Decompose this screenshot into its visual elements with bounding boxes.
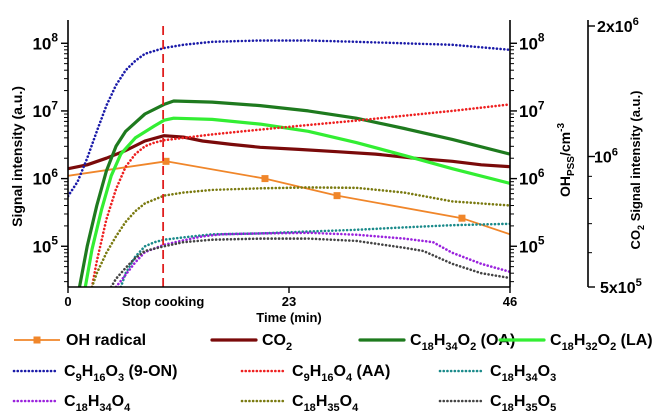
co2-tick-label: 106 [594, 146, 618, 166]
co2-tick-label: 2x106 [597, 16, 639, 36]
oh-axis-label: OHPSS/cm-3 [556, 123, 577, 197]
series-line-c9h16o4-aa [90, 103, 510, 287]
y-axis-label: Signal intensity (a.u.) [9, 86, 25, 227]
legend-entry-c18h34o4: C18H34O4 [12, 393, 131, 414]
series-line-c18h35o5 [109, 237, 510, 287]
x-tick-label: 0 [64, 294, 71, 309]
legend-label: C9H16O4 (AA) [292, 363, 390, 384]
legend-entry-c9h16o3-9-on: C9H16O3 (9-ON) [12, 363, 177, 384]
co2-axis-label: CO2 Signal intensity (a.u.) [628, 91, 646, 250]
oh-radical-marker [261, 175, 269, 183]
axes-layer: 105 106 107 108 105 106 107 108 2x106 106 5x105 0 23… [9, 16, 646, 325]
legend-label: C18H34O4 [64, 393, 131, 414]
series-line-c18h34o3 [119, 222, 510, 287]
legend-label: C18H34O3 [490, 363, 556, 384]
x-tick-label: 23 [282, 294, 296, 309]
co2-tick-label: 5x105 [600, 277, 642, 297]
oh-tick-label: 105 [519, 234, 545, 257]
x-tick-label: 46 [503, 294, 517, 309]
legend-marker [33, 336, 41, 344]
series-line-oh-radical [68, 160, 510, 236]
series-line-c18h32o2-la [83, 116, 510, 287]
plot-layer [68, 26, 510, 287]
legend-entry-c18h32o2-la: C18H32O2 (LA) [498, 332, 653, 353]
legend-entry-c18h35o4: C18H35O4 [240, 393, 359, 414]
oh-radical-marker [162, 157, 170, 165]
series-line-c18h34o2-oa [77, 99, 510, 287]
x-axis-label: Time (min) [256, 310, 322, 325]
legend-label: C18H35O4 [292, 393, 359, 414]
stop-cooking-label: Stop cooking [122, 294, 204, 309]
y-tick-label: 107 [32, 98, 58, 121]
legend-label: C9H16O3 (9-ON) [64, 363, 177, 384]
oh-tick-label: 108 [519, 31, 545, 54]
oh-radical-marker [458, 214, 466, 222]
legend-entry-c18h34o2-oa: C18H34O2 (OA) [358, 332, 515, 353]
oh-tick-label: 106 [519, 166, 545, 189]
series-line-co2 [68, 134, 510, 171]
legend-label: C18H35O5 [490, 393, 556, 414]
legend-label: CO2 [262, 332, 292, 353]
legend-entry-co2: CO2 [210, 332, 292, 353]
y-tick-label: 105 [32, 234, 58, 257]
legend-label: C18H32O2 (LA) [550, 332, 653, 353]
series-line-c18h35o4 [90, 186, 510, 287]
legend-entry-c18h34o3: C18H34O3 [438, 363, 556, 384]
legend-entry-c9h16o4-aa: C9H16O4 (AA) [240, 363, 390, 384]
y-tick-label: 108 [32, 31, 58, 54]
legend-label: C18H34O2 (OA) [410, 332, 515, 353]
legend-entry-oh-radical: OH radical [14, 332, 146, 349]
series-line-c9h16o3-9-on [68, 39, 510, 198]
legend-entry-c18h35o5: C18H35O5 [438, 393, 556, 414]
series-line-c18h34o4 [114, 231, 510, 287]
legend-layer: OH radical CO2 C18H34O2 (OA) C18H32O2 (LA) C… [12, 332, 653, 414]
y-tick-label: 106 [32, 166, 58, 189]
oh-tick-label: 107 [519, 98, 545, 121]
oh-radical-marker [333, 192, 341, 200]
legend-label: OH radical [66, 332, 146, 349]
